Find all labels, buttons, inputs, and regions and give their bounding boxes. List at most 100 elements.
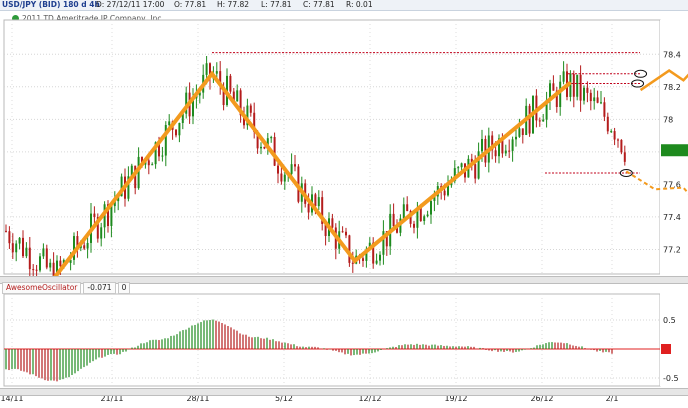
candle-body — [440, 186, 443, 191]
candle-body — [538, 120, 541, 122]
candle-body — [334, 227, 337, 249]
candle-body — [59, 260, 62, 267]
candle-body — [453, 168, 456, 182]
indicator-value: -0.071 — [83, 282, 116, 294]
candle-body — [32, 269, 35, 271]
candle-body — [66, 260, 69, 263]
pane-splitter[interactable] — [0, 276, 688, 284]
candle-body — [532, 95, 534, 134]
price-pane — [3, 19, 661, 275]
candle-body — [178, 122, 181, 136]
candle-body — [263, 146, 266, 149]
candle-body — [362, 258, 364, 261]
y-tick-label: 78.2 — [663, 83, 681, 92]
candle-body — [18, 237, 21, 244]
candle-body — [620, 139, 623, 153]
candle-body — [324, 223, 327, 237]
candle-body — [613, 131, 616, 140]
oscillator-y-tick: 0.5 — [663, 316, 676, 325]
candle-body — [215, 71, 218, 74]
candle-body — [528, 105, 531, 134]
y-tick-label: 77.6 — [663, 180, 681, 189]
candle-body — [477, 151, 480, 179]
candle-body — [576, 74, 579, 97]
candle-body — [470, 158, 473, 165]
breakout-marker — [631, 79, 645, 88]
candle-body — [154, 142, 157, 165]
candle-body — [229, 75, 232, 92]
candle-body — [266, 138, 269, 149]
candle-body — [79, 245, 82, 249]
candle-body — [236, 90, 239, 102]
bearish-projection-line — [625, 170, 688, 195]
candle-body — [181, 113, 184, 123]
last-price-tag — [661, 144, 688, 157]
candle-body — [195, 95, 198, 99]
candle-body — [164, 125, 167, 156]
date-readout: D: 27/12/11 17:00 — [96, 0, 165, 9]
candle-body — [239, 90, 242, 116]
oscillator-pane — [3, 293, 661, 387]
candle-body — [314, 194, 317, 207]
symbol-label[interactable]: USD/JPY (BID) 180 d 4h — [2, 0, 100, 9]
range-readout: R: 0.01 — [346, 0, 373, 9]
candle-body — [606, 116, 609, 132]
candle-body — [202, 74, 205, 93]
candle-body — [596, 97, 599, 103]
candle-body — [572, 74, 575, 97]
candle-body — [246, 105, 249, 126]
candle-body — [328, 218, 330, 237]
candle-body — [515, 136, 517, 140]
indicator-name[interactable]: AwesomeOscillator — [2, 282, 82, 294]
candle-body — [487, 135, 490, 163]
candle-body — [623, 152, 626, 162]
candle-body — [498, 138, 500, 157]
candle-body — [212, 73, 215, 79]
candle-body — [549, 83, 551, 100]
candle-body — [345, 231, 347, 236]
candle-body — [198, 92, 201, 96]
candle-body — [447, 185, 449, 196]
candle-body — [151, 164, 154, 166]
candle-body — [42, 248, 45, 257]
candle-body — [559, 81, 562, 108]
y-tick-label: 77.2 — [663, 245, 681, 254]
candle-body — [243, 115, 245, 126]
copyright-notice: 2011 TD Ameritrade IP Company, Inc. — [12, 14, 164, 23]
candle-body — [518, 128, 521, 137]
candle-body — [25, 247, 28, 257]
candle-body — [294, 164, 296, 167]
candle-body — [185, 92, 188, 114]
candle-body — [304, 183, 307, 204]
candle-body — [351, 262, 354, 264]
candle-body — [467, 158, 470, 178]
candle-body — [260, 146, 262, 149]
candle-body — [358, 255, 361, 259]
candle-body — [542, 119, 545, 122]
candle-body — [110, 206, 113, 226]
candle-body — [49, 262, 52, 268]
candle-body — [287, 173, 290, 175]
candle-body — [481, 138, 483, 152]
candle-body — [474, 164, 477, 179]
candle-body — [433, 196, 436, 201]
candle-body — [379, 254, 381, 261]
candle-body — [355, 255, 358, 264]
candle-body — [535, 95, 538, 121]
candle-body — [113, 201, 116, 207]
candle-body — [389, 213, 392, 247]
candle-body — [158, 142, 160, 157]
candle-body — [134, 165, 137, 189]
candle-body — [443, 190, 446, 196]
candle-body — [341, 231, 344, 233]
candle-body — [589, 92, 592, 102]
candle-body — [423, 216, 426, 221]
candle-body — [62, 260, 65, 267]
candle-body — [348, 235, 351, 263]
y-tick-label: 78.4 — [663, 50, 681, 59]
candle-body — [600, 102, 602, 104]
candle-body — [103, 204, 106, 228]
candle-body — [35, 269, 38, 271]
candle-body — [593, 97, 596, 102]
